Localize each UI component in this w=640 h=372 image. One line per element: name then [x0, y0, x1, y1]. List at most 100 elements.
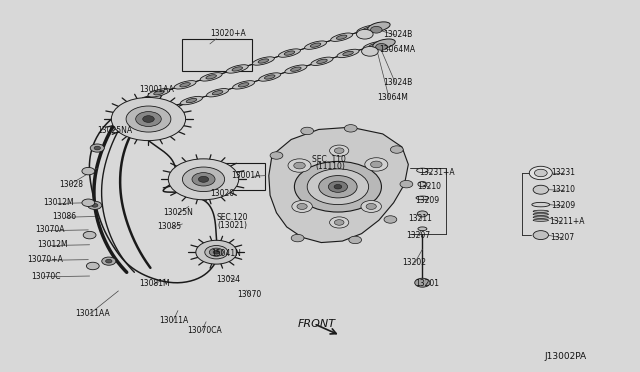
Text: 13202: 13202 — [402, 258, 426, 267]
Circle shape — [415, 278, 430, 287]
Circle shape — [356, 29, 373, 39]
Circle shape — [294, 161, 381, 212]
Text: 13012M: 13012M — [37, 240, 68, 249]
Circle shape — [86, 262, 99, 270]
Ellipse shape — [533, 210, 548, 212]
Text: 13207: 13207 — [406, 231, 431, 240]
Ellipse shape — [207, 89, 228, 97]
Circle shape — [94, 146, 100, 150]
Text: 13209: 13209 — [415, 196, 439, 205]
Ellipse shape — [310, 43, 321, 47]
Text: 13211: 13211 — [408, 214, 432, 223]
Circle shape — [390, 146, 403, 153]
Text: 15041N: 15041N — [211, 249, 241, 258]
Bar — [182, 39, 252, 71]
Text: 13020+A: 13020+A — [210, 29, 246, 38]
Circle shape — [198, 176, 209, 182]
Circle shape — [292, 201, 312, 212]
Circle shape — [126, 106, 171, 132]
Polygon shape — [269, 127, 408, 243]
Text: 13211+A: 13211+A — [549, 217, 584, 226]
Ellipse shape — [311, 57, 333, 65]
Text: 13086: 13086 — [52, 212, 77, 221]
Circle shape — [82, 167, 95, 175]
Text: 13070A: 13070A — [35, 225, 65, 234]
Ellipse shape — [337, 49, 359, 58]
Circle shape — [533, 185, 548, 194]
Text: (13021): (13021) — [218, 221, 248, 230]
Circle shape — [330, 217, 349, 228]
Circle shape — [335, 148, 344, 153]
Text: J13002PA: J13002PA — [544, 352, 586, 361]
Text: 13024B: 13024B — [383, 78, 412, 87]
Text: 13020: 13020 — [210, 189, 234, 198]
Ellipse shape — [154, 91, 164, 95]
Circle shape — [88, 201, 102, 209]
Ellipse shape — [148, 89, 170, 97]
Circle shape — [533, 231, 548, 240]
Circle shape — [529, 166, 552, 180]
Ellipse shape — [416, 196, 429, 200]
Circle shape — [344, 125, 357, 132]
Circle shape — [307, 169, 369, 205]
Circle shape — [111, 97, 186, 141]
Ellipse shape — [226, 65, 248, 73]
Ellipse shape — [160, 106, 171, 110]
Circle shape — [102, 257, 116, 265]
Ellipse shape — [291, 67, 301, 71]
Ellipse shape — [317, 59, 327, 64]
Ellipse shape — [180, 96, 202, 105]
Ellipse shape — [532, 202, 550, 207]
Text: 13064MA: 13064MA — [379, 45, 415, 54]
Ellipse shape — [154, 104, 177, 113]
Circle shape — [362, 46, 378, 56]
Ellipse shape — [264, 75, 275, 79]
Circle shape — [106, 259, 112, 263]
Text: 13011AA: 13011AA — [76, 309, 110, 318]
Text: (11110): (11110) — [315, 162, 345, 171]
Text: 13070+A: 13070+A — [27, 255, 63, 264]
Text: 13024: 13024 — [216, 275, 241, 284]
Ellipse shape — [212, 90, 223, 95]
Text: 13064M: 13064M — [378, 93, 408, 102]
Ellipse shape — [417, 211, 428, 217]
Circle shape — [83, 231, 96, 239]
Text: 13210: 13210 — [552, 185, 576, 194]
Text: 13070C: 13070C — [31, 272, 60, 280]
Ellipse shape — [372, 39, 396, 49]
Circle shape — [82, 199, 95, 206]
Ellipse shape — [186, 99, 196, 103]
Circle shape — [330, 145, 349, 156]
Text: 13001AA: 13001AA — [140, 85, 174, 94]
Circle shape — [319, 176, 357, 198]
Ellipse shape — [418, 227, 427, 231]
Circle shape — [376, 44, 387, 50]
Ellipse shape — [206, 75, 216, 79]
Text: 13070CA: 13070CA — [187, 326, 221, 335]
Text: 13024B: 13024B — [383, 30, 412, 39]
Circle shape — [384, 216, 397, 223]
Text: 13201: 13201 — [415, 279, 439, 288]
Ellipse shape — [278, 49, 301, 57]
Text: 13081M: 13081M — [140, 279, 170, 288]
Circle shape — [400, 180, 413, 188]
Circle shape — [371, 26, 382, 33]
Text: 13011A: 13011A — [159, 316, 188, 325]
Ellipse shape — [533, 213, 548, 215]
Ellipse shape — [533, 216, 548, 218]
Text: SEC.120: SEC.120 — [216, 213, 248, 222]
Text: 13231+A: 13231+A — [419, 169, 455, 177]
Ellipse shape — [232, 81, 255, 89]
Circle shape — [196, 240, 237, 264]
Ellipse shape — [232, 67, 243, 71]
Circle shape — [534, 169, 547, 177]
Circle shape — [366, 203, 376, 209]
Circle shape — [205, 246, 228, 259]
Text: FRONT: FRONT — [298, 319, 335, 328]
Ellipse shape — [369, 44, 380, 48]
Ellipse shape — [418, 182, 427, 187]
Ellipse shape — [305, 41, 326, 49]
Text: 13231: 13231 — [552, 169, 576, 177]
Circle shape — [328, 181, 348, 192]
Ellipse shape — [252, 57, 275, 65]
